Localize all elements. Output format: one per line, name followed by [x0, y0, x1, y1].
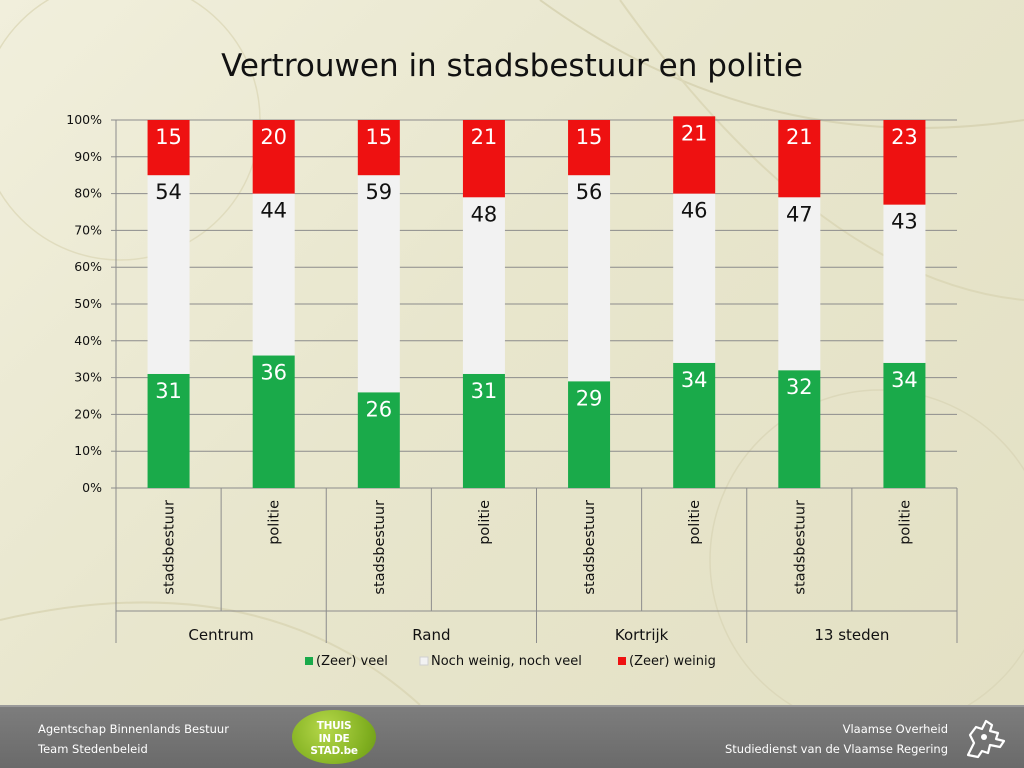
thuis-in-de-stad-logo: THUIS IN DE STAD.be — [292, 710, 376, 764]
bar-segment — [462, 373, 505, 488]
bar-segment — [778, 197, 821, 371]
bar-segment — [147, 373, 190, 488]
bar-segment — [673, 362, 716, 488]
y-tick-label: 90% — [74, 149, 102, 164]
group-label: Centrum — [188, 626, 253, 644]
data-label: 44 — [260, 199, 287, 223]
footer-government: Vlaamse Overheid — [842, 722, 948, 736]
logo-text: THUIS IN DE STAD.be — [310, 720, 358, 758]
data-label: 21 — [681, 121, 708, 145]
data-label: 34 — [681, 368, 708, 392]
bar-segment — [778, 370, 821, 488]
slide-title: Vertrouwen in stadsbestuur en politie — [221, 48, 803, 84]
legend-swatch — [305, 657, 313, 665]
data-label: 21 — [786, 125, 813, 149]
data-label: 21 — [471, 125, 498, 149]
bar-segment — [568, 381, 611, 488]
data-label: 43 — [891, 210, 918, 234]
data-label: 20 — [260, 125, 287, 149]
data-label: 47 — [786, 202, 813, 226]
y-tick-label: 20% — [74, 406, 102, 421]
category-label: stadsbestuur — [792, 500, 808, 595]
footer-left: Agentschap Binnenlands Bestuur Team Sted… — [38, 719, 229, 759]
y-tick-label: 100% — [66, 112, 102, 127]
category-label: stadsbestuur — [372, 500, 388, 595]
bar-segment — [357, 175, 400, 393]
y-tick-label: 10% — [74, 443, 102, 458]
data-label: 31 — [471, 379, 498, 403]
y-tick-label: 40% — [74, 333, 102, 348]
legend-label: (Zeer) veel — [316, 654, 388, 669]
y-tick-label: 0% — [82, 480, 102, 495]
data-label: 15 — [576, 125, 603, 149]
bar-segment — [462, 120, 505, 198]
bar-segment — [147, 120, 190, 176]
y-tick-label: 70% — [74, 222, 102, 237]
legend-label: (Zeer) weinig — [629, 654, 716, 669]
flemish-lion-icon — [966, 719, 1006, 759]
bar-segment — [568, 120, 611, 176]
bar-segment — [252, 355, 295, 488]
data-label: 15 — [365, 125, 392, 149]
y-tick-label: 60% — [74, 259, 102, 274]
bar-segment — [883, 362, 926, 488]
legend-swatch — [618, 657, 626, 665]
bar-segment — [252, 120, 295, 194]
footer-team: Team Stedenbeleid — [38, 742, 148, 756]
category-label: politie — [897, 500, 913, 545]
category-label: politie — [687, 500, 703, 545]
footer-right: Vlaamse Overheid Studiedienst van de Vla… — [725, 719, 948, 759]
data-label: 46 — [681, 199, 708, 223]
data-label: 56 — [576, 180, 603, 204]
data-label: 15 — [155, 125, 182, 149]
data-label: 31 — [155, 379, 182, 403]
y-tick-label: 80% — [74, 186, 102, 201]
data-label: 26 — [365, 397, 392, 421]
data-label: 32 — [786, 375, 813, 399]
data-label: 54 — [155, 180, 182, 204]
data-label: 36 — [260, 361, 287, 385]
bar-segment — [673, 193, 716, 363]
bar-segment — [568, 175, 611, 382]
y-tick-label: 30% — [74, 370, 102, 385]
footer-bar: Agentschap Binnenlands Bestuur Team Sted… — [0, 705, 1024, 768]
legend-label: Noch weinig, noch veel — [431, 654, 582, 669]
group-label: Rand — [412, 626, 450, 644]
data-label: 29 — [576, 386, 603, 410]
bar-segment — [252, 193, 295, 356]
category-label: politie — [477, 500, 493, 545]
stacked-bar-chart: 0% 10% 20% 30% 40% 50% 60% 70% 80% 90% 100% 31 54 15 s… — [66, 112, 958, 669]
footer-department: Studiedienst van de Vlaamse Regering — [724, 742, 948, 756]
bar-segment — [673, 116, 716, 194]
data-label: 23 — [891, 125, 918, 149]
bar-segment — [778, 120, 821, 198]
category-label: stadsbestuur — [582, 500, 598, 595]
footer-agency: Agentschap Binnenlands Bestuur — [38, 722, 229, 736]
bar-segment — [462, 197, 505, 374]
category-label: stadsbestuur — [162, 500, 178, 595]
bar-segment — [883, 204, 926, 363]
bar-segment — [357, 120, 400, 176]
category-label: politie — [267, 500, 283, 545]
group-label: 13 steden — [814, 626, 889, 644]
legend-swatch — [419, 656, 429, 666]
y-tick-label: 50% — [74, 296, 102, 311]
data-label: 48 — [471, 202, 498, 226]
data-label: 34 — [891, 368, 918, 392]
group-label: Kortrijk — [615, 626, 669, 644]
bar-segment — [147, 175, 190, 374]
data-label: 59 — [365, 180, 392, 204]
bar-segment — [357, 392, 400, 488]
bar-segment — [883, 120, 926, 205]
